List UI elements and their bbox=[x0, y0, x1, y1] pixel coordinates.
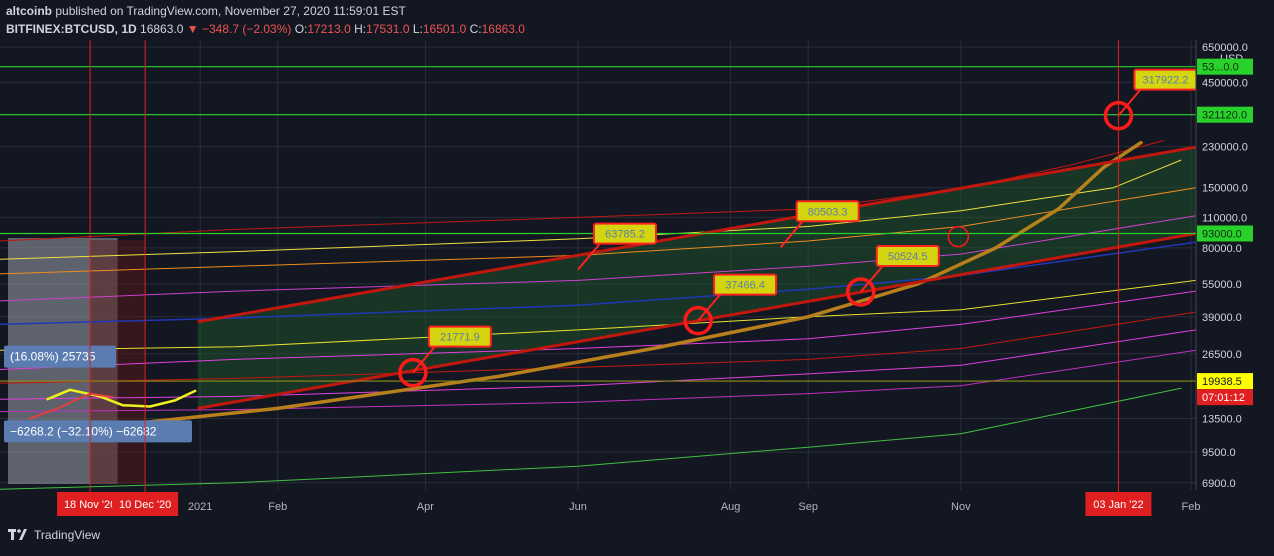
callout-box-3 bbox=[713, 273, 778, 296]
callout-label-5: 50524.5 bbox=[888, 251, 928, 263]
price-badge-label-1: 53...0.0 bbox=[1202, 62, 1239, 74]
y-tick-label: 26500.0 bbox=[1202, 349, 1242, 361]
series-line-10 bbox=[0, 349, 1196, 413]
open-value: 17213.0 bbox=[307, 22, 351, 36]
price-badge-2 bbox=[1197, 106, 1253, 123]
series-line-6 bbox=[0, 279, 1196, 351]
callout-pointer-2 bbox=[577, 242, 601, 271]
x-tick-label: Jun bbox=[569, 501, 587, 513]
open-key: O: bbox=[294, 22, 308, 36]
plot-area: 21771.9 63785.2 37466.4 80503.3 50524.5 31792… bbox=[0, 40, 1196, 490]
close-value: 16863.0 bbox=[481, 22, 525, 36]
circle-marker-2 bbox=[683, 305, 713, 336]
series-line-3 bbox=[0, 187, 1196, 275]
x-tick-label: Aug bbox=[721, 501, 741, 513]
low-key: L: bbox=[412, 22, 423, 36]
y-tick-label: 13500.0 bbox=[1202, 413, 1242, 425]
callout-box-5 bbox=[875, 244, 940, 267]
price-badge-5 bbox=[1197, 389, 1253, 406]
circle-marker-3 bbox=[845, 277, 876, 307]
date-badge-3 bbox=[1085, 492, 1152, 516]
series-line-13 bbox=[46, 388, 197, 408]
callout-pointer-5 bbox=[859, 265, 884, 293]
y-tick-label: 450000.0 bbox=[1202, 77, 1248, 89]
series-line-4 bbox=[0, 215, 1196, 302]
callout-label-2: 63785.2 bbox=[605, 229, 645, 241]
callout-box-2 bbox=[592, 222, 657, 245]
date-badge-1 bbox=[57, 492, 124, 516]
y-tick-label: 6900.0 bbox=[1202, 478, 1236, 490]
y-tick-label: 9500.0 bbox=[1202, 447, 1236, 459]
symbol-label[interactable]: BITFINEX:BTCUSD, 1D bbox=[6, 22, 137, 36]
channel-fill bbox=[197, 147, 1196, 409]
callout-pointer-6 bbox=[1117, 89, 1142, 117]
y-tick-label: 55000.0 bbox=[1202, 279, 1242, 291]
date-badge-label-3: 03 Jan '22 bbox=[1093, 499, 1143, 511]
price-badge-1 bbox=[1197, 58, 1253, 75]
measurement-label-2: −6268.2 (−32.10%) −62682 bbox=[10, 424, 157, 438]
price-badge-label-3: 93000.0 bbox=[1202, 228, 1242, 240]
date-badge-2 bbox=[112, 492, 179, 516]
symbol-ohlc-bar: BITFINEX:BTCUSD, 1D 16863.0 ▼ −348.7 (−2… bbox=[6, 22, 525, 36]
low-value: 16501.0 bbox=[422, 22, 467, 36]
series-line-2 bbox=[0, 159, 1182, 260]
last-price: 16863.0 bbox=[140, 22, 184, 36]
callout-label-3: 37466.4 bbox=[725, 280, 765, 292]
price-badge-4 bbox=[1197, 373, 1253, 390]
series-line-11 bbox=[0, 387, 1182, 490]
series-line-14 bbox=[29, 392, 114, 420]
tradingview-brand[interactable]: TradingView bbox=[34, 528, 101, 542]
callout-pointer-4 bbox=[779, 220, 804, 248]
series-line-8 bbox=[0, 311, 1196, 384]
series-line-7 bbox=[0, 290, 1196, 370]
x-tick-label: Feb bbox=[268, 501, 287, 513]
callout-label-1: 21771.9 bbox=[440, 332, 480, 344]
series-line-5 bbox=[0, 241, 1196, 326]
y-tick-label: 650000.0 bbox=[1202, 42, 1248, 54]
callout-box-1 bbox=[427, 325, 492, 348]
publish-info: altcoinb published on TradingView.com, N… bbox=[6, 4, 406, 18]
measurement-box-1 bbox=[4, 345, 116, 368]
x-tick-label: Nov bbox=[951, 501, 971, 513]
x-tick-label: Apr bbox=[417, 501, 434, 513]
high-value: 17531.0 bbox=[366, 22, 410, 36]
callout-pointer-1 bbox=[412, 346, 436, 374]
price-change: ▼ −348.7 (−2.03%) bbox=[186, 22, 292, 36]
y-tick-label: 150000.0 bbox=[1202, 183, 1248, 195]
date-badge-label-1: 18 Nov '20 bbox=[64, 499, 116, 511]
price-badge-label-5: 07:01:12 bbox=[1202, 392, 1245, 404]
y-tick-label: 230000.0 bbox=[1202, 142, 1248, 154]
price-badge-label-4: 19938.5 bbox=[1202, 376, 1242, 388]
price-badge-3 bbox=[1197, 225, 1253, 242]
measurement-label-1: (16.08%) 25735 bbox=[10, 350, 96, 364]
price-badge-label-2: 321120.0 bbox=[1202, 110, 1247, 122]
publisher-name[interactable]: altcoinb bbox=[6, 4, 53, 18]
channel-lower-line bbox=[197, 231, 1196, 410]
x-tick-label: 2021 bbox=[188, 501, 212, 513]
y-tick-label: 110000.0 bbox=[1202, 212, 1247, 224]
x-tick-label: Sep bbox=[798, 501, 818, 513]
high-key: H: bbox=[354, 22, 367, 36]
x-tick-label: Feb bbox=[1182, 501, 1201, 513]
circle-marker-5 bbox=[947, 225, 970, 248]
callout-pointer-3 bbox=[697, 293, 721, 322]
callout-box-6 bbox=[1133, 68, 1196, 91]
callout-label-4: 80503.3 bbox=[808, 206, 848, 218]
tradingview-logo-icon[interactable] bbox=[8, 528, 28, 542]
y-tick-label: 80000.0 bbox=[1202, 243, 1242, 255]
close-key: C: bbox=[469, 22, 482, 36]
series-line-12 bbox=[130, 140, 1143, 426]
series-line-9 bbox=[0, 329, 1196, 400]
callout-box-4 bbox=[795, 200, 860, 223]
date-badge-label-2: 10 Dec '20 bbox=[119, 499, 171, 511]
footer: TradingView bbox=[8, 528, 100, 542]
published-text: published on TradingView.com, November 2… bbox=[55, 4, 406, 18]
callout-label-6: 317922.2 bbox=[1142, 75, 1188, 87]
y-tick-label: 39000.0 bbox=[1202, 312, 1242, 324]
circle-marker-1 bbox=[398, 357, 428, 388]
channel-upper-line bbox=[197, 145, 1196, 324]
